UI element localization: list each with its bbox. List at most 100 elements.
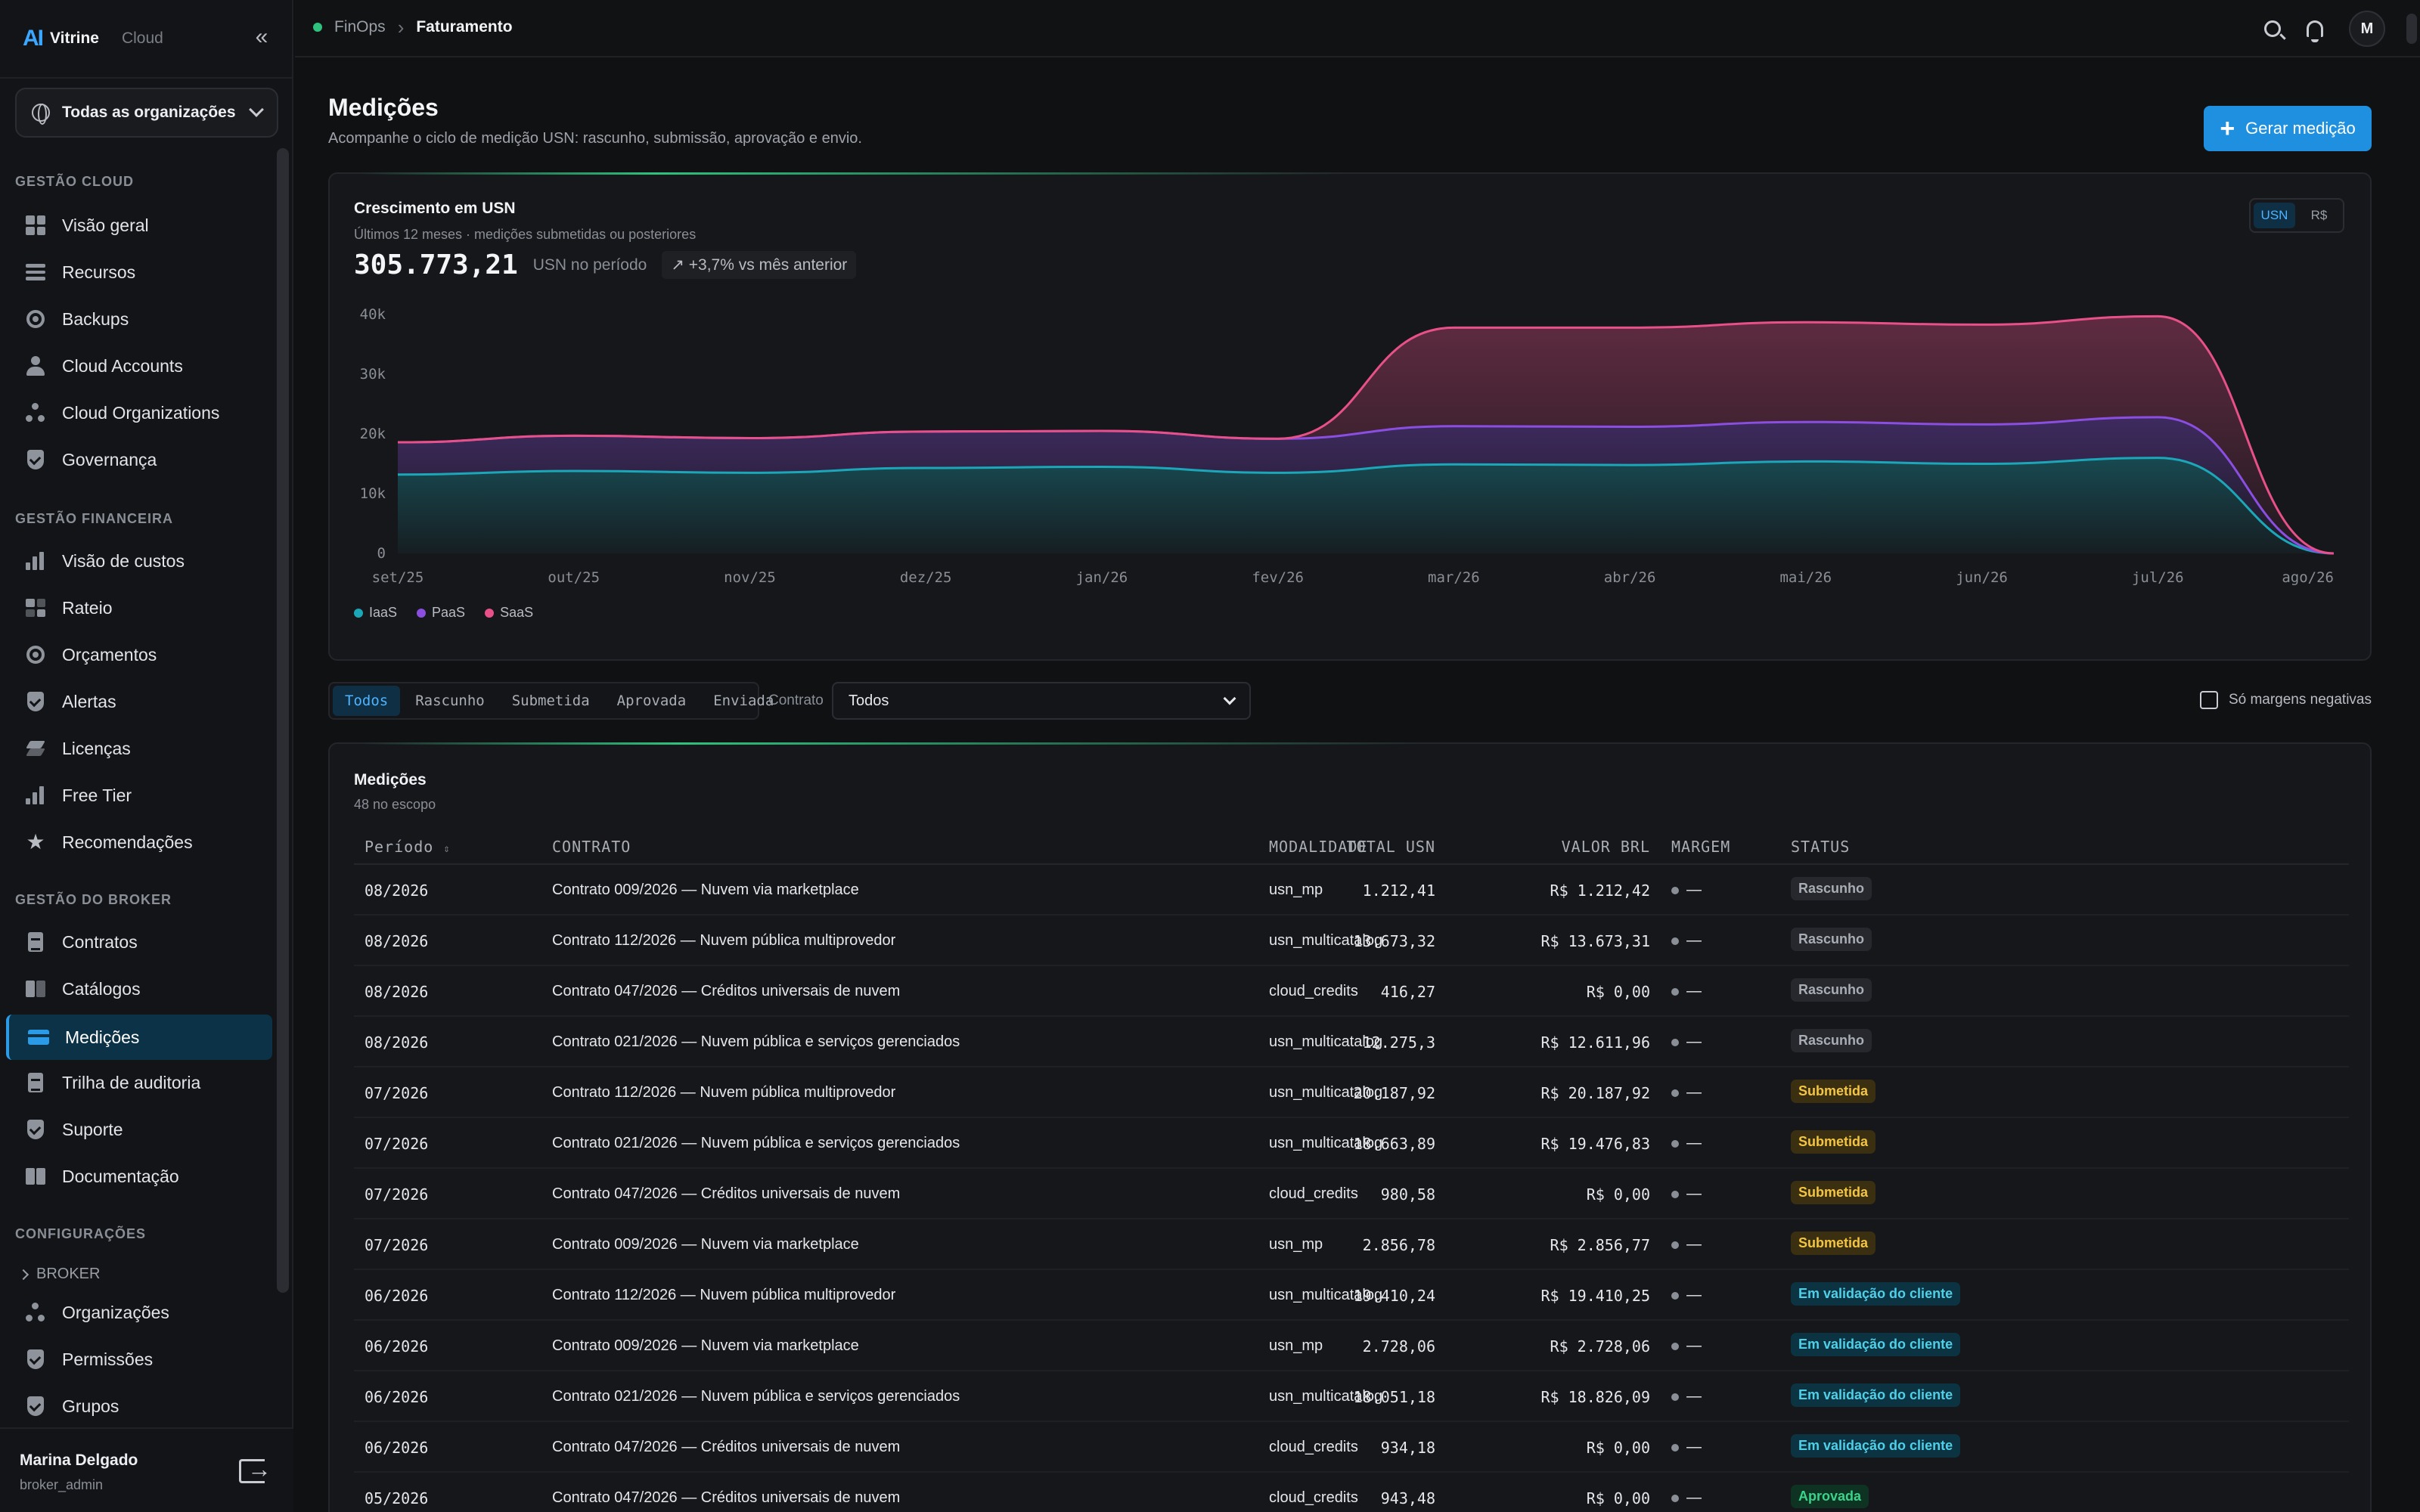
table-row[interactable]: 08/2026 Contrato 021/2026 — Nuvem pública… bbox=[354, 1017, 2349, 1067]
table-row[interactable]: 06/2026 Contrato 112/2026 — Nuvem pública… bbox=[354, 1270, 2349, 1321]
sidebar-item-contratos[interactable]: Contratos bbox=[6, 919, 272, 965]
margin-value: — bbox=[1686, 1084, 1702, 1101]
unit-toggle-brl[interactable]: R$ bbox=[2310, 208, 2328, 222]
unit-toggle-usn[interactable]: USN bbox=[2254, 203, 2295, 228]
collapse-sidebar-icon[interactable]: « bbox=[255, 24, 268, 49]
section-gestao-cloud: GESTÃO CLOUD bbox=[15, 174, 135, 189]
sidebar-item-governanca[interactable]: Governança bbox=[6, 437, 272, 482]
sidebar-item-label: Governança bbox=[62, 449, 157, 469]
sidebar-item-label: Permissões bbox=[62, 1349, 154, 1369]
logout-icon[interactable] bbox=[239, 1455, 271, 1483]
sidebar-item-orcamentos[interactable]: Orçamentos bbox=[6, 632, 272, 677]
cell-total-usn: 2.728,06 bbox=[1362, 1337, 1435, 1356]
table-row[interactable]: 06/2026 Contrato 047/2026 — Créditos univ… bbox=[354, 1422, 2349, 1473]
margin-value: — bbox=[1686, 1185, 1702, 1202]
cell-contrato: Contrato 021/2026 — Nuvem pública e serv… bbox=[552, 1388, 960, 1405]
table-row[interactable]: 07/2026 Contrato 112/2026 — Nuvem pública… bbox=[354, 1067, 2349, 1118]
broker-group-toggle[interactable]: BROKER bbox=[17, 1266, 100, 1283]
table-row[interactable]: 06/2026 Contrato 021/2026 — Nuvem pública… bbox=[354, 1371, 2349, 1422]
tab-enviada[interactable]: Enviada bbox=[713, 692, 774, 709]
sidebar-item-catalogos[interactable]: Catálogos bbox=[6, 966, 272, 1012]
margin-dot-icon bbox=[1671, 1393, 1679, 1401]
sidebar-item-cloud-organizations[interactable]: Cloud Organizations bbox=[6, 390, 272, 435]
sidebar-item-recomendacoes[interactable]: ★ Recomendações bbox=[6, 820, 272, 865]
hierarchy-icon bbox=[24, 401, 47, 424]
sidebar-item-permissoes[interactable]: Permissões bbox=[6, 1337, 272, 1382]
sidebar-item-rateio[interactable]: Rateio bbox=[6, 585, 272, 631]
user-icon bbox=[24, 355, 47, 377]
cell-valor-brl: R$ 19.476,83 bbox=[1540, 1135, 1651, 1153]
sidebar-item-grupos[interactable]: Grupos bbox=[6, 1383, 272, 1429]
contract-filter-select[interactable]: Todos bbox=[832, 682, 1251, 720]
status-filter-tabs: Todos Rascunho Submetida Aprovada Enviad… bbox=[328, 682, 774, 720]
sidebar-item-label: Cloud Accounts bbox=[62, 355, 183, 376]
generate-measurement-button[interactable]: + Gerar medição bbox=[2204, 106, 2372, 151]
legend-item-paas[interactable]: PaaS bbox=[417, 605, 465, 621]
audit-icon bbox=[24, 1071, 47, 1094]
status-badge: Submetida bbox=[1791, 1130, 1876, 1154]
sidebar-scrollbar[interactable] bbox=[277, 148, 289, 1293]
sidebar-item-alertas[interactable]: Alertas bbox=[6, 679, 272, 724]
negative-margin-checkbox[interactable] bbox=[2199, 691, 2218, 709]
sidebar-item-medicoes[interactable]: Medições bbox=[6, 1015, 272, 1060]
table-row[interactable]: 08/2026 Contrato 047/2026 — Créditos univ… bbox=[354, 966, 2349, 1017]
margin-value: — bbox=[1686, 1033, 1702, 1050]
legend-swatch bbox=[354, 608, 363, 618]
area-saas bbox=[398, 316, 2334, 553]
page-title: Medições bbox=[328, 94, 439, 121]
table-row[interactable]: 07/2026 Contrato 009/2026 — Nuvem via mar… bbox=[354, 1219, 2349, 1270]
sidebar-item-recursos[interactable]: Recursos bbox=[6, 249, 272, 295]
brand[interactable]: AI Vitrine Cloud bbox=[23, 26, 163, 51]
cell-contrato: Contrato 009/2026 — Nuvem via marketplac… bbox=[552, 881, 859, 898]
sidebar-item-documentacao[interactable]: Documentação bbox=[6, 1154, 272, 1199]
cell-margem: — bbox=[1671, 1337, 1702, 1355]
page-scrollbar[interactable] bbox=[2406, 14, 2417, 44]
cell-status: Submetida bbox=[1791, 1181, 1876, 1204]
sidebar: AI Vitrine Cloud « Todas as organizações… bbox=[0, 0, 293, 1512]
avatar[interactable]: M bbox=[2349, 11, 2385, 47]
column-periodo[interactable]: Período ⇕ bbox=[365, 838, 451, 856]
card-accent bbox=[360, 742, 1419, 745]
cell-contrato: Contrato 047/2026 — Créditos universais … bbox=[552, 983, 901, 999]
line-iaas[interactable] bbox=[397, 457, 2335, 555]
sidebar-item-organizacoes[interactable]: Organizações bbox=[6, 1290, 272, 1335]
margin-value: — bbox=[1686, 1489, 1702, 1506]
table-row[interactable]: 07/2026 Contrato 021/2026 — Nuvem pública… bbox=[354, 1118, 2349, 1169]
sidebar-item-cloud-accounts[interactable]: Cloud Accounts bbox=[6, 343, 272, 389]
cell-contrato: Contrato 112/2026 — Nuvem pública multip… bbox=[552, 1084, 896, 1101]
table-row[interactable]: 06/2026 Contrato 009/2026 — Nuvem via mar… bbox=[354, 1321, 2349, 1371]
tab-aprovada[interactable]: Aprovada bbox=[616, 692, 687, 709]
table-row[interactable]: 07/2026 Contrato 047/2026 — Créditos univ… bbox=[354, 1169, 2349, 1219]
margin-dot-icon bbox=[1671, 1291, 1679, 1300]
tab-submetida[interactable]: Submetida bbox=[511, 692, 590, 709]
margin-value: — bbox=[1686, 1287, 1702, 1303]
target-icon bbox=[24, 643, 47, 666]
line-saas[interactable] bbox=[397, 314, 2335, 555]
table-row[interactable]: 08/2026 Contrato 009/2026 — Nuvem via mar… bbox=[354, 865, 2349, 916]
cell-status: Submetida bbox=[1791, 1232, 1876, 1255]
sidebar-item-label: Recomendações bbox=[62, 832, 193, 852]
legend-item-saas[interactable]: SaaS bbox=[485, 605, 533, 621]
search-icon[interactable] bbox=[2264, 20, 2281, 37]
sidebar-item-free-tier[interactable]: Free Tier bbox=[6, 773, 272, 818]
breadcrumb-root[interactable]: FinOps bbox=[334, 18, 386, 36]
table-row[interactable]: 08/2026 Contrato 112/2026 — Nuvem pública… bbox=[354, 916, 2349, 966]
cell-valor-brl: R$ 2.856,77 bbox=[1550, 1236, 1650, 1254]
cell-valor-brl: R$ 19.410,25 bbox=[1540, 1287, 1651, 1305]
sidebar-item-visao-geral[interactable]: Visão geral bbox=[6, 203, 272, 248]
sidebar-item-trilha-auditoria[interactable]: Trilha de auditoria bbox=[6, 1060, 272, 1105]
sidebar-item-backups[interactable]: Backups bbox=[6, 296, 272, 342]
sidebar-item-licencas[interactable]: Licenças bbox=[6, 726, 272, 771]
sidebar-item-label: Licenças bbox=[62, 738, 131, 758]
organization-selector[interactable]: Todas as organizações bbox=[15, 88, 278, 138]
sidebar-item-suporte[interactable]: Suporte bbox=[6, 1107, 272, 1152]
legend-item-iaas[interactable]: IaaS bbox=[354, 605, 397, 621]
table-row[interactable]: 05/2026 Contrato 047/2026 — Créditos univ… bbox=[354, 1473, 2349, 1512]
margin-value: — bbox=[1686, 932, 1702, 949]
cell-status: Aprovada bbox=[1791, 1485, 1869, 1508]
bell-icon[interactable] bbox=[2307, 20, 2323, 42]
tab-rascunho[interactable]: Rascunho bbox=[415, 692, 485, 709]
tab-todos[interactable]: Todos bbox=[333, 686, 401, 716]
sidebar-item-visao-custos[interactable]: Visão de custos bbox=[6, 538, 272, 584]
negative-margin-filter[interactable]: Só margens negativas bbox=[2199, 691, 2372, 709]
